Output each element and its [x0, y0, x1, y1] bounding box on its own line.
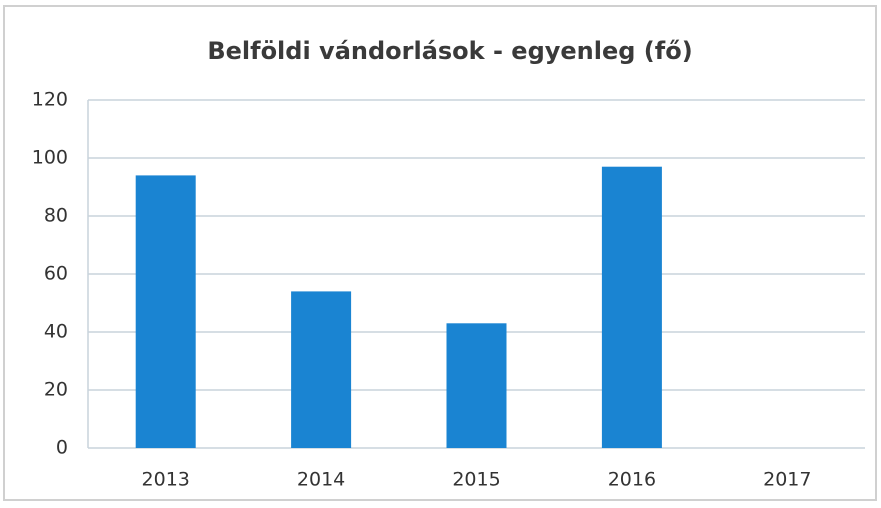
x-tick-label: 2017 [763, 469, 811, 491]
chart-title: Belföldi vándorlások - egyenleg (fő) [207, 37, 692, 65]
y-tick-label: 60 [44, 263, 68, 285]
bar [446, 323, 507, 448]
bar [135, 175, 196, 448]
x-tick-label: 2013 [142, 469, 190, 491]
bar [291, 291, 352, 448]
chart-border [3, 5, 877, 501]
x-tick-label: 2016 [608, 469, 656, 491]
x-tick-label: 2015 [452, 469, 500, 491]
y-tick-label: 120 [32, 89, 68, 111]
bar [601, 166, 662, 448]
y-tick-label: 0 [56, 437, 68, 459]
y-tick-label: 20 [44, 379, 68, 401]
y-tick-label: 80 [44, 205, 68, 227]
y-tick-label: 40 [44, 321, 68, 343]
y-tick-label: 100 [32, 147, 68, 169]
x-tick-label: 2014 [297, 469, 345, 491]
